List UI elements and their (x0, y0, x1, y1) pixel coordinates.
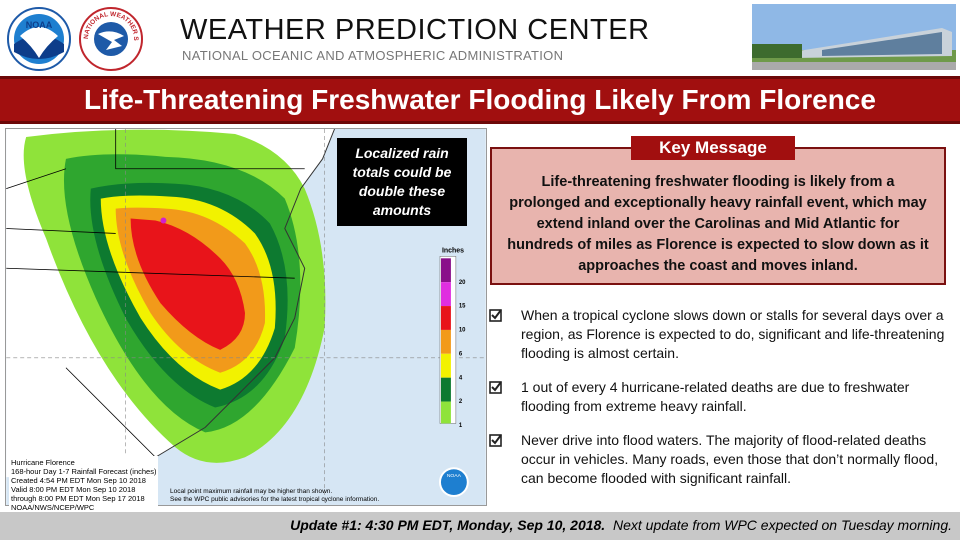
header-title: WEATHER PREDICTION CENTER (180, 14, 650, 46)
legend-label: 20 (459, 280, 466, 286)
building-photo (752, 4, 956, 70)
map-note-line: Local point maximum rainfall may be high… (170, 488, 333, 495)
map-info-line: through 8:00 PM EDT Mon Sep 17 2018 (11, 494, 145, 503)
checkbox-icon (489, 434, 502, 447)
map-info: Hurricane Florence 168-hour Day 1-7 Rainf… (9, 456, 159, 514)
checkbox-icon (489, 309, 502, 322)
bullet-text: When a tropical cyclone slows down or st… (521, 307, 945, 361)
footer-update: Update #1: 4:30 PM EDT, Monday, Sep 10, … (290, 517, 606, 533)
map-info-line: Hurricane Florence (11, 458, 75, 467)
bullet-text: 1 out of every 4 hurricane-related death… (521, 379, 910, 414)
legend-label: 4 (459, 375, 463, 381)
noaa-logo-text: NOAA (26, 20, 53, 30)
legend-label: 15 (459, 304, 466, 310)
checkbox-svg (489, 381, 502, 394)
legend-label: 10 (459, 328, 466, 334)
noaa-logo: NOAA (7, 7, 71, 71)
map-info-line: NOAA/NWS/NCEP/WPC (11, 503, 95, 512)
legend-labels: 20 15 10 6 4 2 1 (459, 280, 466, 429)
map-info-line: Created 4:54 PM EDT Mon Sep 10 2018 (11, 476, 146, 485)
bullet-text: Never drive into flood waters. The major… (521, 432, 939, 486)
footer-next: Next update from WPC expected on Tuesday… (612, 517, 952, 533)
callout: Localized rain totals could be double th… (337, 138, 467, 226)
map-note: Local point maximum rainfall may be high… (170, 488, 379, 504)
checkbox-icon (489, 381, 502, 394)
map-info-line: Valid 8:00 PM EDT Mon Sep 10 2018 (11, 485, 136, 494)
header-subtitle: NATIONAL OCEANIC AND ATMOSPHERIC ADMINIS… (182, 48, 564, 63)
map-note-line: See the WPC public advisories for the la… (170, 496, 380, 503)
nws-logo: NATIONAL WEATHER SERVICE (78, 6, 143, 71)
footer: Update #1: 4:30 PM EDT, Monday, Sep 10, … (0, 512, 960, 540)
checkbox-svg (489, 434, 502, 447)
legend-title: Inches (442, 247, 464, 254)
checkbox-svg (489, 309, 502, 322)
banner: Life-Threatening Freshwater Flooding Lik… (0, 76, 960, 124)
legend-label: 1 (459, 423, 463, 429)
legend-label: 6 (459, 351, 463, 357)
map-logo-text: NOAA (447, 473, 462, 479)
key-message-label: Key Message (631, 136, 795, 160)
rainfall-map: Inches 20 15 10 6 4 2 1 NOAA (5, 128, 487, 506)
key-message-text: Life-threatening freshwater flooding is … (507, 174, 929, 274)
map-info-line: 168-hour Day 1-7 Rainfall Forecast (inch… (11, 467, 157, 476)
legend-label: 2 (459, 399, 463, 405)
